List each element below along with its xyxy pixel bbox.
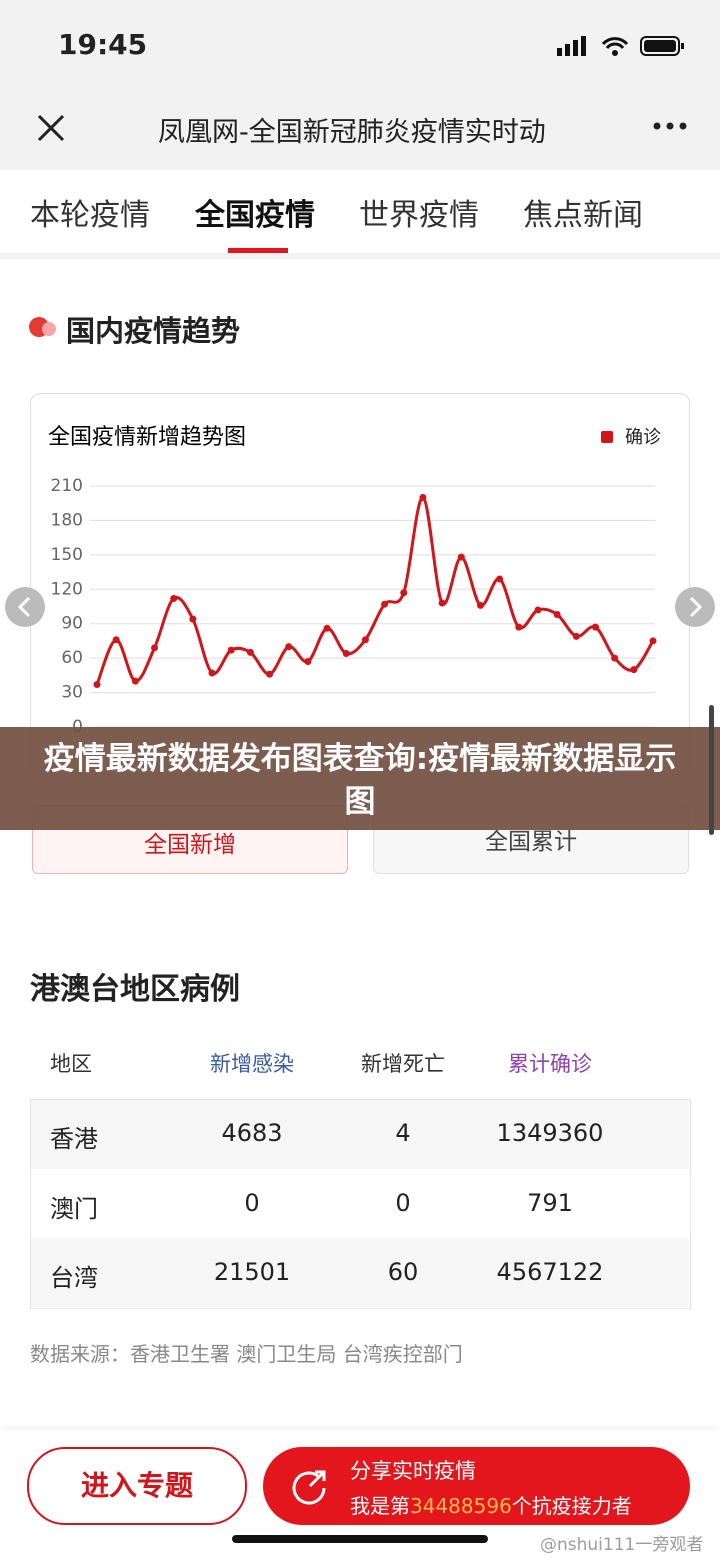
point [591,623,599,631]
y-tick-label: 30 [61,683,83,703]
scrollbar [709,705,714,835]
point [400,589,408,597]
point [131,677,139,685]
share-button[interactable] [263,1447,690,1525]
point [611,654,619,662]
tab[interactable]: 世界疫情 [359,198,479,233]
tab[interactable]: 焦点新闻 [523,198,643,233]
next-arrow[interactable] [674,586,716,628]
table-cell: 4567122 [496,1258,604,1286]
section-icon [29,317,56,337]
table-cell: 香港 [50,1125,98,1153]
share-title: 分享实时疫情 [350,1459,476,1483]
point [553,611,561,619]
page-title: 凤凰网-全国新冠肺炎疫情实时动 [158,117,546,148]
share-count: 34488596 [410,1494,512,1518]
close-button[interactable] [36,113,66,143]
point [381,600,389,608]
home-indicator [232,1535,488,1543]
point [496,575,504,583]
point [189,615,197,623]
share-prefix: 我是第 [350,1494,410,1518]
chart-title: 全国疫情新增趋势图 [48,425,246,450]
point [266,670,274,678]
point [438,599,446,607]
table-cell: 澳门 [50,1194,98,1223]
point [515,623,523,631]
section-title: 国内疫情趋势 [66,314,241,348]
chart: 全国疫情新增趋势图 0306090120150180210确诊 [48,425,661,737]
watermark: @nshui111一旁观者 [540,1535,704,1555]
y-tick-label: 150 [51,545,83,565]
share-suffix: 个抗疫接力者 [511,1494,632,1518]
source: 数据来源：香港卫生署 澳门卫生局 台湾疾控部门 [30,1342,463,1366]
y-tick-label: 180 [51,510,83,530]
tab[interactable]: 本轮疫情 [30,198,150,233]
top-bar [0,0,720,170]
row-bg [31,1100,689,1169]
time: 19:45 [58,28,148,61]
point [649,637,657,645]
point [112,636,120,644]
tab-button-label: 全国累计 [485,829,577,855]
point [342,650,350,658]
table-box [30,1099,691,1309]
y-tick-label: 120 [51,579,83,599]
region-title: 港澳台地区病例 [30,972,240,1007]
table-header: 累计确诊 [508,1052,592,1076]
table-header: 新增死亡 [361,1052,445,1076]
tab[interactable]: 全国疫情 [195,198,315,233]
table-cell: 0 [244,1188,260,1217]
tab-button-label: 全国新增 [144,832,236,858]
row-bg [31,1238,689,1307]
prev-arrow[interactable] [4,586,46,628]
point [285,643,293,651]
point [208,669,216,677]
status-icons [557,36,684,56]
line [95,495,655,686]
point [534,606,542,614]
point [419,493,427,501]
point [323,624,331,632]
point [476,601,484,609]
point [572,632,580,640]
table-header: 新增感染 [210,1052,294,1076]
enter-button[interactable]: 进入专题 [27,1447,247,1525]
table-header: 地区 [50,1052,92,1076]
more-button[interactable] [652,120,688,132]
point [246,648,254,656]
point [93,681,101,689]
table-cell: 4683 [221,1119,283,1147]
share-icon [292,1470,326,1505]
table-cell: 21501 [213,1258,291,1286]
divider [0,253,720,259]
table-cell: 791 [527,1188,573,1217]
tab-indicator [228,248,288,253]
y-tick-label: 60 [61,648,83,668]
legend-swatch [601,431,613,443]
point [630,666,638,674]
point [170,594,178,602]
table-cell: 60 [387,1258,419,1286]
point [227,646,235,654]
table-cell: 1349360 [496,1119,604,1147]
y-tick-label: 90 [61,614,83,634]
point [361,636,369,644]
y-tick-label: 210 [51,476,83,496]
point [151,644,159,652]
legend-label: 确诊 [625,427,661,448]
share-line: 我是第34488596个抗疫接力者 [350,1490,632,1519]
table-cell: 0 [395,1188,411,1217]
point [304,658,312,666]
banner-text: 疫情最新数据发布图表查询:疫情最新数据显示图 [43,741,677,820]
banner [0,727,720,830]
table-cell: 4 [395,1119,411,1147]
table-cell: 台湾 [50,1264,98,1292]
point [457,553,465,561]
